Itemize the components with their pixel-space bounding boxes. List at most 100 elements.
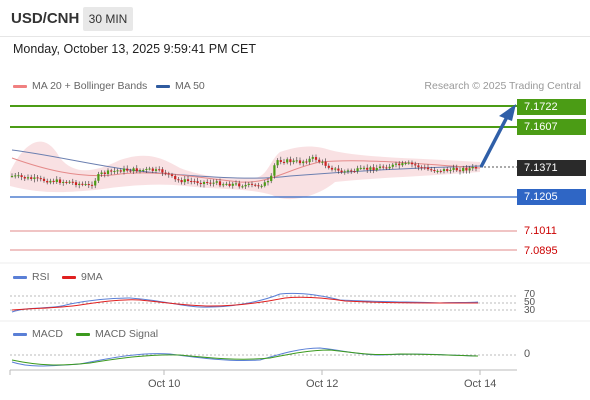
candle-body bbox=[183, 179, 186, 183]
candle-body bbox=[311, 157, 314, 159]
x-label-oct14: Oct 14 bbox=[464, 378, 497, 390]
candle-body bbox=[196, 181, 199, 183]
level-label-r1: 7.1607 bbox=[517, 119, 586, 135]
candle-body bbox=[420, 167, 423, 169]
candle-body bbox=[126, 168, 129, 171]
candle-body bbox=[359, 167, 362, 169]
rsi-ma-label: 9MA bbox=[81, 271, 103, 283]
candle-body bbox=[452, 167, 455, 170]
candle-body bbox=[263, 182, 266, 186]
candle-body bbox=[17, 175, 20, 177]
x-label-oct10: Oct 10 bbox=[148, 378, 181, 390]
candle-body bbox=[305, 161, 308, 163]
candle-body bbox=[298, 160, 302, 164]
candle-body bbox=[167, 173, 170, 175]
candle-body bbox=[97, 174, 100, 181]
candle-body bbox=[279, 160, 282, 162]
candle-body bbox=[385, 167, 388, 169]
candle-body bbox=[58, 179, 62, 183]
candle-body bbox=[458, 170, 462, 172]
candle-body bbox=[74, 182, 78, 186]
timeframe-button[interactable]: 30 MIN bbox=[83, 7, 133, 31]
rsi-ma-swatch bbox=[62, 275, 76, 279]
candle-body bbox=[231, 183, 234, 186]
legend-rsi: RSI bbox=[13, 271, 50, 283]
candle-body bbox=[193, 181, 196, 183]
candle-body bbox=[369, 167, 372, 170]
candle-body bbox=[202, 182, 206, 185]
candle-body bbox=[62, 181, 65, 183]
candle-body bbox=[26, 177, 30, 179]
ma50-line bbox=[11, 149, 481, 179]
candle-body bbox=[266, 181, 270, 183]
candle-body bbox=[410, 162, 414, 165]
candle-body bbox=[295, 160, 298, 162]
candle-body bbox=[135, 168, 138, 172]
legend-ma50: MA 50 bbox=[156, 80, 205, 92]
candle-body bbox=[238, 183, 241, 187]
candle-body bbox=[439, 170, 442, 172]
candle-body bbox=[302, 161, 305, 164]
rsi-swatch bbox=[13, 275, 27, 279]
candle-body bbox=[170, 174, 174, 176]
candle-body bbox=[388, 166, 391, 169]
legend-rsi-ma: 9MA bbox=[62, 271, 103, 283]
candle-body bbox=[346, 170, 350, 172]
candle-body bbox=[282, 161, 286, 163]
level-label-s2: 7.1011 bbox=[524, 225, 557, 237]
candle-body bbox=[52, 180, 55, 182]
candle-body bbox=[209, 182, 212, 184]
candle-body bbox=[138, 169, 142, 172]
candles-group bbox=[10, 154, 478, 189]
candle-body bbox=[30, 177, 33, 179]
candle-body bbox=[353, 171, 356, 173]
candle-body bbox=[375, 168, 378, 171]
candle-body bbox=[247, 183, 250, 185]
candle-body bbox=[94, 180, 97, 186]
candle-body bbox=[340, 170, 343, 173]
candle-body bbox=[148, 168, 151, 170]
candle-body bbox=[81, 183, 84, 185]
rsi-ma-line bbox=[11, 296, 479, 311]
candle-body bbox=[39, 178, 42, 180]
candle-body bbox=[318, 159, 321, 162]
candle-body bbox=[14, 175, 17, 177]
candle-body bbox=[218, 181, 222, 186]
candle-body bbox=[286, 159, 289, 163]
candle-body bbox=[42, 178, 46, 181]
candle-body bbox=[180, 180, 183, 183]
candle-body bbox=[356, 168, 359, 172]
macd-signal-line bbox=[11, 349, 479, 366]
candle-body bbox=[254, 184, 257, 186]
candle-body bbox=[186, 179, 190, 182]
candle-body bbox=[158, 169, 161, 171]
candle-body bbox=[270, 175, 273, 182]
candle-body bbox=[462, 167, 465, 172]
candle-body bbox=[382, 166, 385, 168]
candle-body bbox=[337, 168, 340, 171]
candle-body bbox=[423, 167, 426, 169]
candle-body bbox=[292, 160, 295, 163]
ma50-label: MA 50 bbox=[175, 80, 205, 92]
candle-body bbox=[343, 171, 346, 173]
candle-body bbox=[23, 177, 26, 179]
candle-body bbox=[113, 170, 116, 172]
candle-body bbox=[465, 167, 468, 171]
candle-body bbox=[324, 161, 327, 166]
candle-body bbox=[455, 167, 458, 171]
macd-label: MACD bbox=[32, 328, 63, 340]
candle-body bbox=[234, 183, 238, 185]
candle-body bbox=[417, 165, 420, 168]
candle-body bbox=[244, 184, 247, 187]
candle-body bbox=[145, 168, 148, 170]
x-label-oct12: Oct 12 bbox=[306, 378, 339, 390]
candle-body bbox=[372, 167, 375, 171]
candle-body bbox=[222, 184, 225, 186]
candle-body bbox=[394, 163, 398, 165]
candle-body bbox=[122, 168, 126, 172]
macd-zero-tick: 0 bbox=[524, 348, 531, 360]
candle-body bbox=[321, 161, 324, 163]
bollinger-band-area bbox=[10, 141, 480, 200]
candle-body bbox=[78, 183, 81, 186]
